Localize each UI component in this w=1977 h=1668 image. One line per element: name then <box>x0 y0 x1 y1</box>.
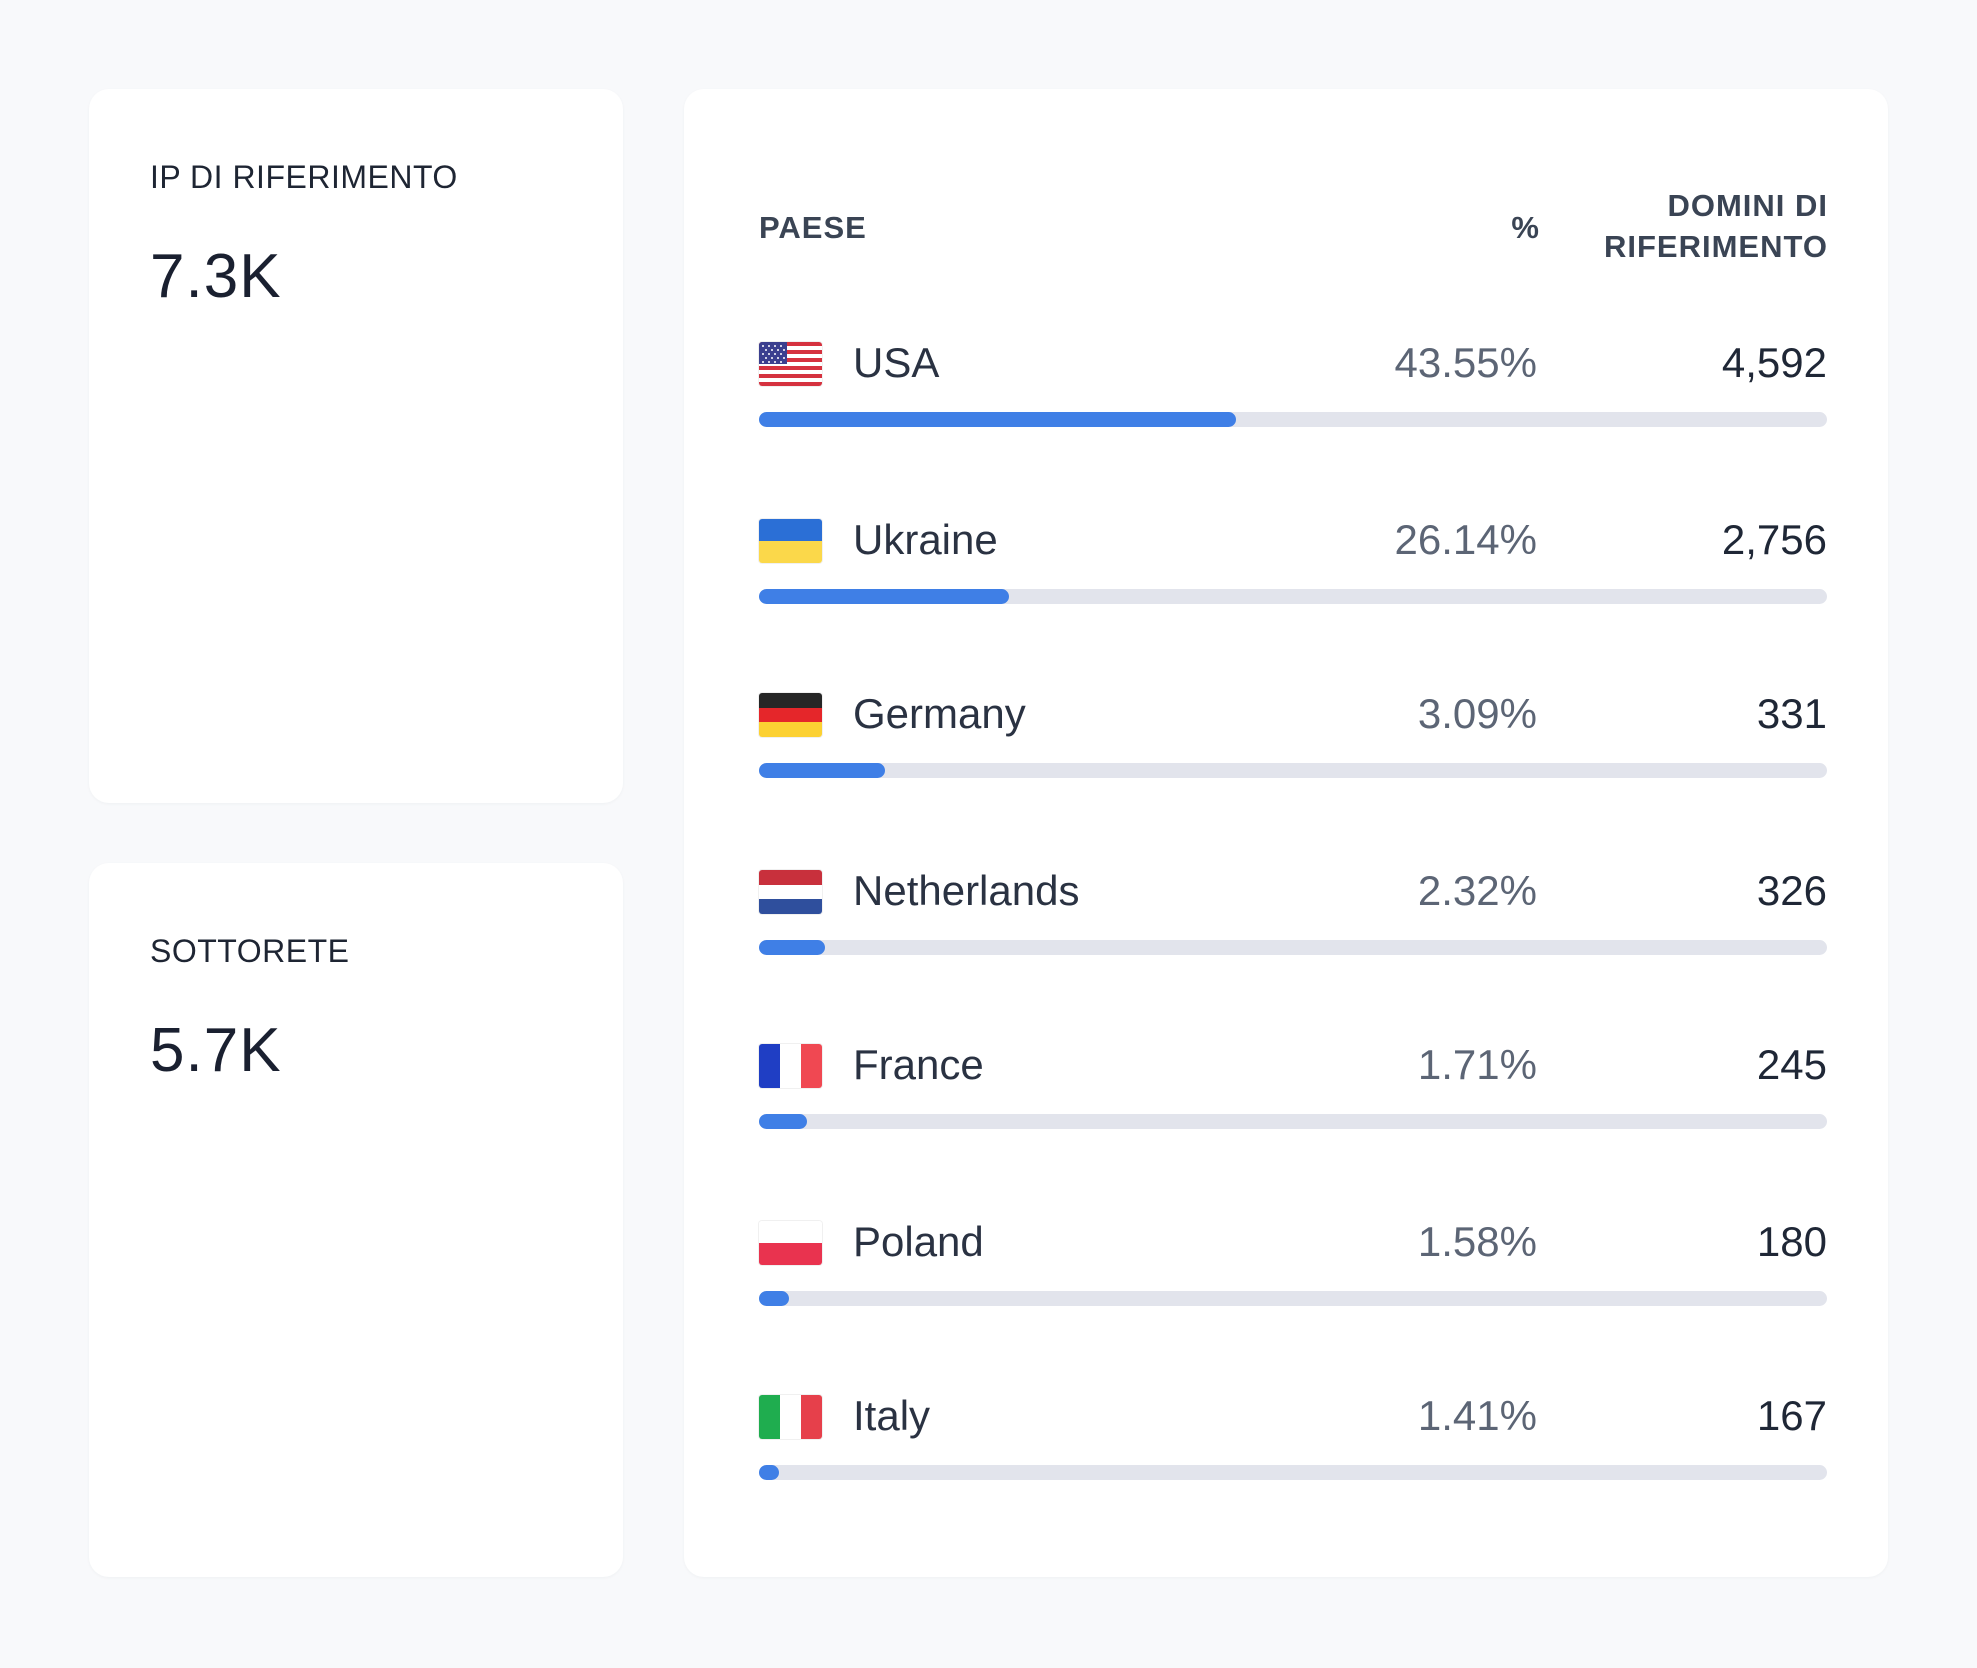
header-referring-domains-line1: DOMINI DI <box>1667 188 1828 223</box>
share-bar-track <box>759 763 1827 778</box>
germany-flag-icon <box>759 693 822 737</box>
us-flag-icon <box>759 342 822 386</box>
share-bar-fill <box>759 412 1237 427</box>
share-bar-fill <box>759 1291 789 1306</box>
share-bar-track <box>759 1291 1827 1306</box>
country-percent: 1.41% <box>1417 1392 1537 1439</box>
share-bar-fill <box>759 589 1009 604</box>
header-referring-domains[interactable]: DOMINI DI RIFERIMENTO <box>1528 185 1828 267</box>
country-row[interactable]: Ukraine 26.14% 2,756 <box>759 516 1827 609</box>
country-percent: 1.71% <box>1417 1041 1537 1088</box>
country-name: Italy <box>853 1392 931 1439</box>
country-row[interactable]: Italy 1.41% 167 <box>759 1392 1827 1485</box>
referring-ip-value: 7.3K <box>150 242 282 311</box>
country-name: USA <box>853 339 940 386</box>
subnet-card: SOTTORETE 5.7K <box>89 863 623 1577</box>
header-country[interactable]: PAESE <box>759 210 867 245</box>
subnet-label: SOTTORETE <box>150 933 350 969</box>
country-percent: 3.09% <box>1417 690 1537 737</box>
country-domains: 4,592 <box>1721 339 1827 386</box>
country-domains: 326 <box>1756 867 1827 914</box>
country-domains: 2,756 <box>1721 516 1827 563</box>
referring-ip-card: IP DI RIFERIMENTO 7.3K <box>89 89 623 803</box>
referring-ip-label: IP DI RIFERIMENTO <box>150 159 458 195</box>
country-row[interactable]: Netherlands 2.32% 326 <box>759 867 1827 960</box>
country-table-card: PAESE % DOMINI DI RIFERIMENTO <box>684 89 1888 1577</box>
italy-flag-icon <box>759 1395 822 1439</box>
share-bar-track <box>759 1114 1827 1129</box>
country-row[interactable]: USA 43.55% 4,592 <box>759 339 1827 432</box>
country-percent: 43.55% <box>1394 339 1537 386</box>
country-name: Netherlands <box>853 867 1080 914</box>
country-domains: 331 <box>1756 690 1827 737</box>
netherlands-flag-icon <box>759 870 822 914</box>
header-referring-domains-line2: RIFERIMENTO <box>1604 229 1828 264</box>
share-bar-track <box>759 940 1827 955</box>
poland-flag-icon <box>759 1221 822 1265</box>
country-percent: 26.14% <box>1394 516 1537 563</box>
country-name: France <box>853 1041 984 1088</box>
share-bar-fill <box>759 1465 780 1480</box>
country-percent: 1.58% <box>1417 1218 1537 1265</box>
country-row[interactable]: Germany 3.09% 331 <box>759 690 1827 783</box>
country-percent: 2.32% <box>1417 867 1537 914</box>
country-name: Germany <box>853 690 1026 737</box>
share-bar-fill <box>759 1114 808 1129</box>
share-bar-track <box>759 412 1827 427</box>
share-bar-track <box>759 1465 1827 1480</box>
share-bar-track <box>759 589 1827 604</box>
country-row[interactable]: France 1.71% 245 <box>759 1041 1827 1134</box>
subnet-value: 5.7K <box>150 1016 282 1085</box>
france-flag-icon <box>759 1044 822 1088</box>
share-bar-fill <box>759 763 886 778</box>
ukraine-flag-icon <box>759 519 822 563</box>
country-domains: 180 <box>1756 1218 1827 1265</box>
country-domains: 245 <box>1756 1041 1827 1088</box>
country-row[interactable]: Poland 1.58% 180 <box>759 1218 1827 1311</box>
country-name: Ukraine <box>853 516 998 563</box>
country-name: Poland <box>853 1218 984 1265</box>
share-bar-fill <box>759 940 826 955</box>
country-domains: 167 <box>1756 1392 1827 1439</box>
header-percent[interactable]: % <box>1511 210 1540 245</box>
